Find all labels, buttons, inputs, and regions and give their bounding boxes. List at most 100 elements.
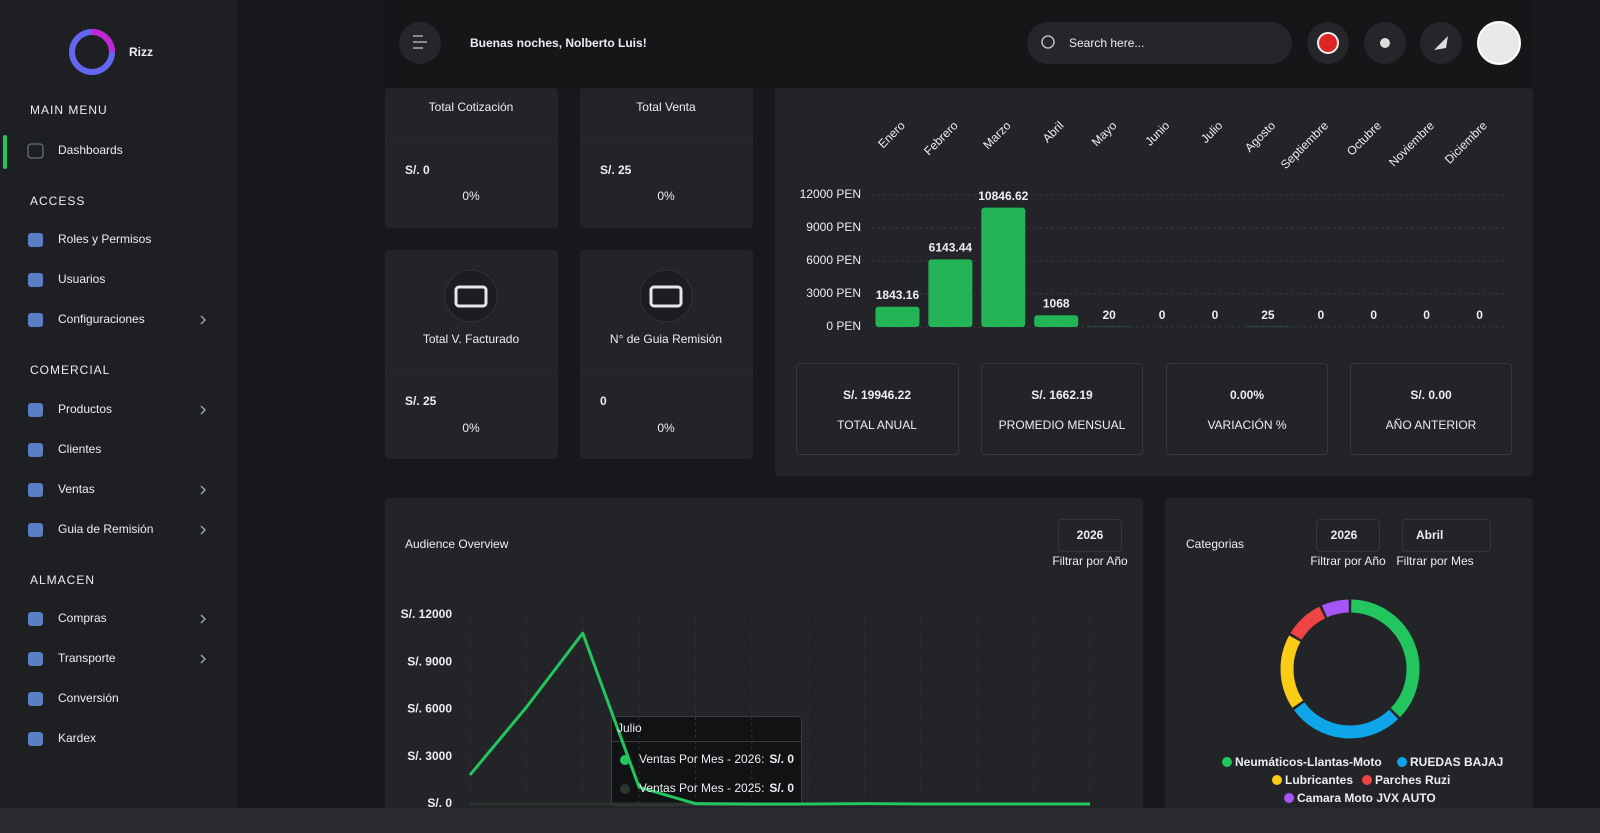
menu-icon [28,732,43,746]
filter-caption: Filtrar por Mes [1396,554,1473,568]
y-tick-label: S/. 3000 [407,749,452,763]
legend-label: Lubricantes [1285,773,1353,787]
card-change: 0% [462,189,480,203]
menu-icon [28,273,43,287]
tooltip-label: Ventas Por Mes - 2026: [639,752,764,766]
y-tick-label: 9000 PEN [806,220,861,234]
tooltip-value: S/. 0 [769,781,794,795]
menu-icon [28,692,43,706]
menu-icon [28,483,43,497]
bar-value-label: 6143.44 [929,241,973,255]
logo-accent [91,29,115,53]
legend-dot [1284,793,1294,803]
search-box[interactable] [1027,22,1292,64]
summary-box [796,363,959,455]
card-change: 0% [657,189,675,203]
menu-section: ALMACEN [30,573,95,587]
y-tick-label: 3000 PEN [806,286,861,300]
y-tick-label: S/. 9000 [407,654,452,668]
menu-button[interactable] [399,22,441,64]
greeting: Buenas noches, Nolberto Luis! [470,36,647,50]
menu-icon [28,652,43,666]
bar-value-label: 0 [1317,308,1324,322]
menu-section: MAIN MENU [30,103,108,117]
chevron [200,525,207,535]
search-placeholder: Search here... [1069,36,1144,50]
x-tick-label: Diciembre [1442,118,1490,166]
x-tick-label: Mayo [1089,118,1120,149]
menu-item[interactable]: Productos [58,402,112,416]
menu-item[interactable]: Configuraciones [58,312,145,326]
chevron [200,405,207,415]
summary-label: PROMEDIO MENSUAL [999,418,1126,432]
month-filter[interactable] [1402,519,1491,552]
tooltip-value: S/. 0 [769,752,794,766]
legend-dot [1397,757,1407,767]
filter-caption: Filtrar por Año [1310,554,1386,568]
filter-value[interactable]: 2026 [1077,528,1104,542]
x-tick-label: Abril [1040,118,1067,145]
menu-item[interactable]: Guia de Remisión [58,522,153,536]
donut-segment [1290,606,1326,641]
bar-value-label: 0 [1423,308,1430,322]
donut-segment [1280,635,1304,708]
summary-label: TOTAL ANUAL [837,418,917,432]
x-tick-label: Septiembre [1278,118,1332,172]
bar [1034,315,1079,327]
legend-label: Camara Moto JVX AUTO [1297,791,1436,805]
bar-value-label: 0 [1212,308,1219,322]
menu-item[interactable]: Compras [58,611,107,625]
y-tick-label: 12000 PEN [800,187,861,201]
bar-value-label: 0 [1370,308,1377,322]
active-indicator [3,135,7,169]
brand: Rizz [129,45,153,59]
bar-value-label: 10846.62 [978,189,1028,203]
menu-icon [28,523,43,537]
year-filter[interactable] [1058,519,1122,552]
card-title: Total V. Facturado [423,332,520,346]
filter-value[interactable]: Abril [1416,528,1443,542]
card [580,88,753,228]
line-series [468,631,1090,806]
x-tick-label: Marzo [980,118,1014,152]
legend-dot [1222,757,1232,767]
card-value: S/. 25 [405,394,437,408]
menu-item[interactable]: Roles y Permisos [58,232,151,246]
card-title: Total Venta [636,100,696,114]
menu-item[interactable]: Transporte [58,651,116,665]
legend-dot [1362,775,1372,785]
tooltip [611,716,802,806]
avatar[interactable] [1477,21,1521,65]
tooltip-title: Julio [617,721,642,735]
x-tick-label: Junio [1142,118,1172,148]
filter-value[interactable]: 2026 [1331,528,1358,542]
bar-value-label: 20 [1102,308,1116,322]
card-value: S/. 0 [405,163,430,177]
bar-value-label: 0 [1159,308,1166,322]
year-filter[interactable] [1316,519,1380,552]
tooltip-dot [620,755,630,765]
chevron [200,654,207,664]
card-icon-glyph [649,285,683,308]
tooltip-dot [620,784,630,794]
bar-value-label: 1068 [1043,296,1070,310]
legend-label: Neumáticos-Llantas-Moto [1235,755,1382,769]
menu-item[interactable]: Ventas [58,482,95,496]
x-tick-label: Enero [875,118,908,151]
filter-caption: Filtrar por Año [1052,554,1128,568]
menu-item[interactable]: Usuarios [58,272,105,286]
legend-label: Parches Ruzi [1375,773,1450,787]
card-title: N° de Guia Remisión [610,332,722,346]
menu-item[interactable]: Dashboards [58,143,123,157]
x-tick-label: Agosto [1242,118,1279,155]
card-title: Total Cotización [429,100,514,114]
chevron [200,485,207,495]
x-tick-label: Febrero [921,118,961,158]
y-tick-label: S/. 6000 [407,702,452,716]
menu-item[interactable]: Clientes [58,442,101,456]
menu-item[interactable]: Kardex [58,731,96,745]
chevron [200,614,207,624]
card-change: 0% [657,421,675,435]
menu-item[interactable]: Conversión [58,691,119,705]
